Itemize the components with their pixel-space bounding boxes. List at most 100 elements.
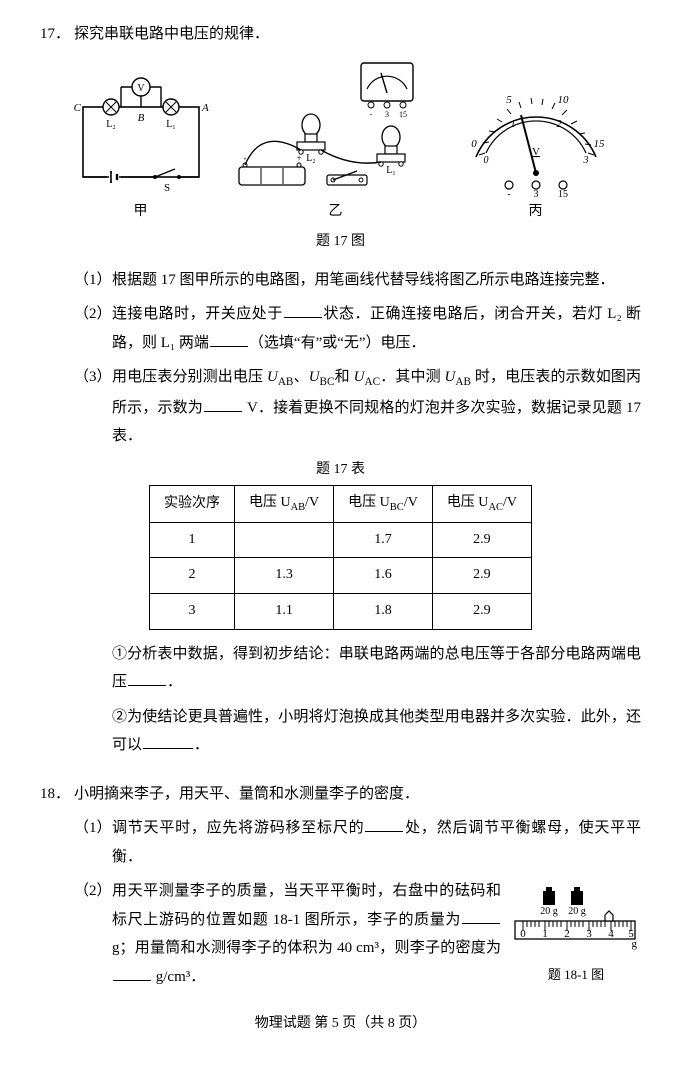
svg-text:-: - — [507, 189, 510, 197]
sub: BC — [320, 376, 335, 388]
q17-fig-yi: - 3 15 L₂ L₁ — [231, 57, 441, 226]
blank — [143, 733, 193, 750]
col-exp: 实验次序 — [149, 486, 234, 523]
t: ． — [167, 674, 182, 690]
q17-sub2-text: 连接电路时，开关应处于状态．正确连接电路后，闭合开关，若灯 L₂ 断路，则 L₁… — [112, 300, 641, 357]
q18-title: 小明摘来李子，用天平、量筒和水测量李子的密度． — [74, 780, 641, 809]
q18-sub2-row: （2） 用天平测量李子的质量，当天平平衡时，右盘中的砝码和标尺上游码的位置如题 … — [74, 877, 641, 991]
svg-text:3: 3 — [586, 928, 592, 940]
q17-conc1: ①分析表中数据，得到初步结论：串联电路两端的总电压等于各部分电路两端电压． — [112, 640, 641, 697]
blank — [365, 816, 403, 833]
q17-sub3-text: 用电压表分别测出电压 UAB、UBC和 UAC．其中测 UAB 时，电压表的示数… — [112, 363, 641, 450]
fig-label-yi: 乙 — [329, 199, 343, 226]
q17-number: 17． — [40, 20, 74, 49]
switch-s: S — [163, 182, 169, 194]
node-b: B — [137, 112, 144, 124]
t: 用电压表分别测出电压 — [112, 369, 267, 385]
svg-text:5: 5 — [506, 94, 512, 106]
cell: 2 — [149, 558, 234, 594]
svg-text:3: 3 — [582, 155, 588, 166]
svg-text:1: 1 — [542, 928, 548, 940]
q18-number: 18． — [40, 780, 74, 809]
table-row: 3 1.1 1.8 2.9 — [149, 594, 531, 630]
svg-text:3: 3 — [385, 110, 389, 119]
cell: 2.9 — [432, 558, 531, 594]
blank — [462, 907, 500, 924]
blank — [204, 395, 242, 412]
svg-text:0: 0 — [483, 155, 488, 166]
svg-text:-: - — [369, 110, 372, 119]
col-uab: 电压 UAB/V — [234, 486, 333, 523]
q18-sub1-num: （1） — [74, 814, 112, 871]
svg-text:10: 10 — [557, 94, 569, 106]
q17-figures-row: V C B A L₂ L₁ — [40, 57, 641, 226]
cell: 1.1 — [234, 594, 333, 630]
blank — [128, 670, 166, 687]
q17-sub2-t1: 连接电路时，开关应处于 — [112, 306, 283, 322]
svg-text:15: 15 — [593, 138, 605, 150]
svg-text:15: 15 — [558, 189, 568, 197]
col-ubc: 电压 UBC/V — [334, 486, 433, 523]
node-a: A — [201, 102, 209, 114]
sub: AB — [455, 376, 471, 388]
q17-sub2-t4: （选填“有”或“无”）电压． — [249, 335, 426, 351]
q18-fig: 20 g 20 g 0 — [511, 877, 641, 988]
q17-sub3-num: （3） — [74, 363, 112, 450]
circuit-diagram-icon: V C B A L₂ L₁ — [71, 77, 211, 197]
cell — [234, 522, 333, 558]
meter-dial-icon: 0 5 10 15 0 1 2 3 V — [461, 77, 611, 197]
svg-text:0: 0 — [471, 138, 477, 150]
u: U — [267, 369, 278, 385]
node-c: C — [73, 102, 81, 114]
cell: 2.9 — [432, 522, 531, 558]
svg-text:0: 0 — [520, 928, 526, 940]
blank — [210, 330, 248, 347]
q17-conc2: ②为使结论更具普遍性，小明将灯泡换成其他类型用电器并多次实验．此外，还可以． — [112, 703, 641, 760]
svg-text:2: 2 — [556, 119, 561, 130]
question-17: 17． 探究串联电路中电压的规律． V C — [40, 20, 641, 760]
q18-sub2-text: 用天平测量李子的质量，当天平平衡时，右盘中的砝码和标尺上游码的位置如题 18-1… — [112, 877, 501, 991]
q17-table: 实验次序 电压 UAB/V 电压 UBC/V 电压 UAC/V 1 1.7 2.… — [149, 485, 532, 630]
voltmeter-v: V — [137, 83, 145, 94]
w-b: 20 g — [568, 906, 586, 917]
svg-text:4: 4 — [608, 928, 614, 940]
q18-sub2-left: （2） 用天平测量李子的质量，当天平平衡时，右盘中的砝码和标尺上游码的位置如题 … — [74, 877, 501, 991]
cell: 2.9 — [432, 594, 531, 630]
t: ．其中测 — [380, 369, 444, 385]
sub: AB — [278, 376, 294, 388]
q17-table-caption: 题 17 表 — [40, 457, 641, 484]
q17-fig-caption: 题 17 图 — [40, 229, 641, 256]
t: 调节天平时，应先将游码移至标尺的 — [112, 820, 364, 836]
svg-text:V: V — [532, 146, 540, 158]
question-18: 18． 小明摘来李子，用天平、量筒和水测量李子的密度． （1） 调节天平时，应先… — [40, 780, 641, 992]
cell: 1.6 — [334, 558, 433, 594]
t: 用天平测量李子的质量，当天平平衡时，右盘中的砝码和标尺上游码的位置如题 18-1… — [112, 883, 501, 928]
fig-label-bing: 丙 — [529, 199, 543, 226]
q17-sub1-text: 根据题 17 图甲所示的电路图，用笔画线代替导线将图乙所示电路连接完整． — [112, 266, 641, 295]
blank — [284, 302, 322, 319]
page-footer: 物理试题 第 5 页（共 8 页） — [40, 1011, 641, 1038]
q17-fig-jia: V C B A L₂ L₁ — [71, 77, 211, 226]
svg-text:g: g — [632, 938, 638, 950]
q17-sub1: （1） 根据题 17 图甲所示的电路图，用笔画线代替导线将图乙所示电路连接完整． — [74, 266, 641, 295]
and: 和 — [335, 369, 354, 385]
phys-l1: L₁ — [386, 165, 396, 176]
q17-title: 探究串联电路中电压的规律． — [74, 20, 641, 49]
t: ①分析表中数据，得到初步结论：串联电路两端的总电压等于各部分电路两端电压 — [112, 646, 641, 691]
cell: 1.7 — [334, 522, 433, 558]
q18-sub1-text: 调节天平时，应先将游码移至标尺的处，然后调节平衡螺母，使天平平衡． — [112, 814, 641, 871]
svg-text:15: 15 — [399, 110, 407, 119]
q17-sub3: （3） 用电压表分别测出电压 UAB、UBC和 UAC．其中测 UAB 时，电压… — [74, 363, 641, 450]
sub: AC — [364, 376, 380, 388]
table-row: 2 1.3 1.6 2.9 — [149, 558, 531, 594]
sep: 、 — [293, 369, 308, 385]
t: g；用量筒和水测得李子的体积为 40 cm³，则李子的密度为 — [112, 940, 501, 956]
table-row: 实验次序 电压 UAB/V 电压 UBC/V 电压 UAC/V — [149, 486, 531, 523]
t: ． — [194, 737, 209, 753]
w-a: 20 g — [540, 906, 558, 917]
svg-text:2: 2 — [564, 928, 570, 940]
q17-sub2-num: （2） — [74, 300, 112, 357]
q18-head: 18． 小明摘来李子，用天平、量筒和水测量李子的密度． — [40, 780, 641, 809]
u: U — [445, 369, 456, 385]
q17-sub2: （2） 连接电路时，开关应处于状态．正确连接电路后，闭合开关，若灯 L₂ 断路，… — [74, 300, 641, 357]
